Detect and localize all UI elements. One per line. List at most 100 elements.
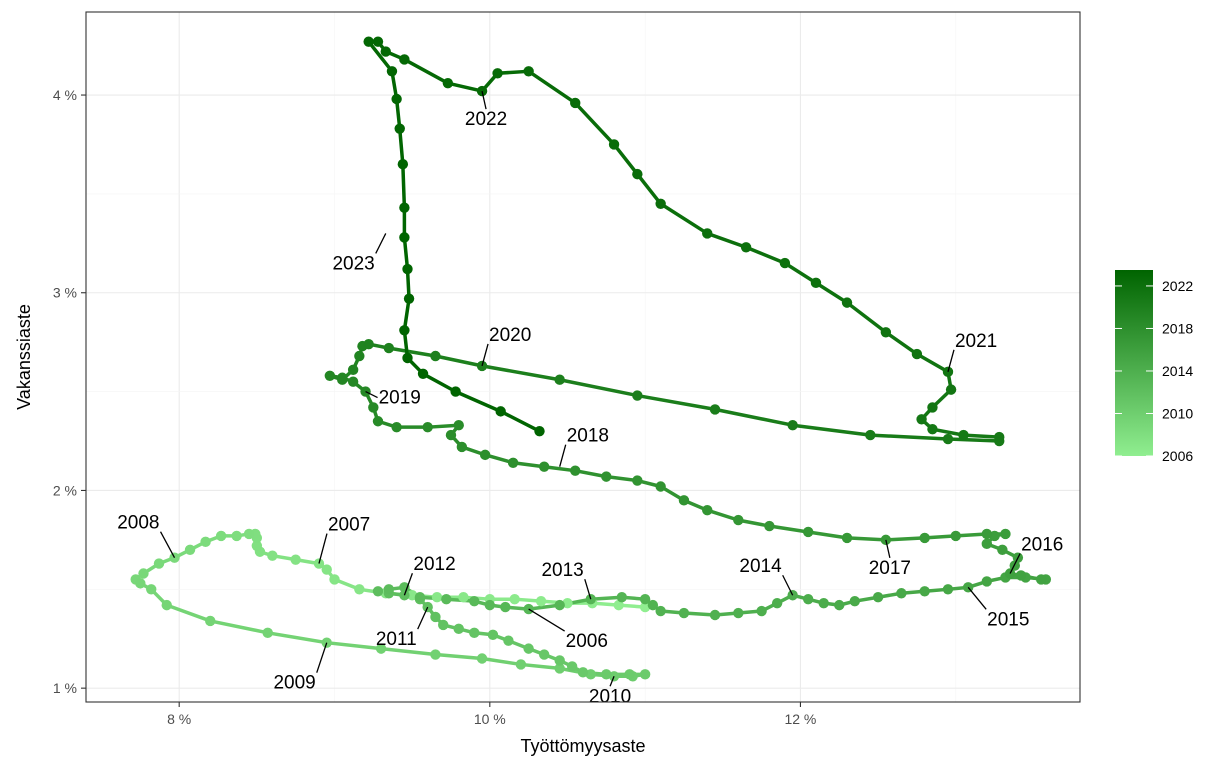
data-point bbox=[456, 441, 468, 453]
data-point bbox=[655, 198, 666, 209]
data-point bbox=[386, 66, 398, 77]
data-point bbox=[354, 584, 365, 595]
series-segment bbox=[402, 296, 411, 333]
data-point bbox=[771, 597, 783, 609]
data-point bbox=[702, 228, 713, 239]
annotation-label-2012: 2012 bbox=[413, 554, 455, 575]
data-point bbox=[394, 123, 405, 134]
annotation-leader-2015 bbox=[967, 586, 987, 610]
data-point bbox=[709, 404, 721, 415]
series-segment bbox=[790, 423, 873, 437]
data-point bbox=[399, 54, 410, 65]
data-point bbox=[138, 568, 149, 579]
data-point bbox=[329, 574, 340, 585]
data-point bbox=[535, 595, 547, 607]
data-point bbox=[733, 607, 744, 619]
data-point bbox=[538, 649, 550, 660]
data-point bbox=[880, 327, 892, 338]
annotation-label-2020: 2020 bbox=[489, 325, 531, 346]
data-point bbox=[942, 433, 954, 445]
legend-colorbar bbox=[1115, 270, 1153, 456]
legend-label: 2018 bbox=[1162, 320, 1193, 336]
data-point bbox=[624, 669, 635, 680]
x-tick-label: 10 % bbox=[474, 711, 506, 727]
data-point bbox=[417, 368, 429, 380]
annotation-leader-2018 bbox=[559, 444, 567, 467]
data-point bbox=[243, 528, 255, 540]
series-segment bbox=[511, 461, 546, 469]
data-point bbox=[585, 669, 596, 680]
data-point bbox=[911, 348, 923, 360]
annotation-leader-2011 bbox=[417, 606, 429, 630]
data-point bbox=[577, 667, 589, 678]
data-point bbox=[363, 36, 374, 47]
data-point bbox=[834, 599, 845, 611]
legend-label: 2006 bbox=[1162, 448, 1193, 464]
annotation-label-2015: 2015 bbox=[987, 609, 1029, 630]
data-point bbox=[756, 605, 767, 617]
annotation-leader-2016 bbox=[1009, 553, 1021, 574]
y-tick-label: 1 % bbox=[53, 680, 77, 696]
series-segment bbox=[421, 372, 458, 394]
annotation-leader-2021 bbox=[947, 349, 955, 372]
series-segment bbox=[658, 202, 709, 236]
data-point bbox=[523, 643, 534, 654]
data-point bbox=[380, 46, 391, 57]
data-point bbox=[200, 536, 211, 548]
data-point bbox=[570, 465, 581, 476]
data-point bbox=[787, 420, 798, 431]
annotation-leader-2007 bbox=[318, 533, 328, 564]
data-point bbox=[916, 414, 927, 425]
annotation-leader-2020 bbox=[481, 343, 489, 367]
series-segment bbox=[397, 126, 405, 166]
series-segment bbox=[401, 162, 407, 210]
data-point bbox=[479, 449, 491, 461]
annotation-leader-2023 bbox=[375, 233, 387, 254]
data-point bbox=[818, 597, 829, 609]
data-point bbox=[430, 611, 441, 623]
annotation-leader-2017 bbox=[885, 539, 891, 559]
series-segment bbox=[868, 433, 950, 441]
series-segment bbox=[612, 142, 640, 176]
data-point bbox=[215, 530, 227, 542]
data-point bbox=[601, 669, 612, 680]
series-segment bbox=[433, 652, 484, 661]
data-point bbox=[733, 514, 744, 526]
data-point bbox=[403, 293, 415, 304]
annotation-leader-2019 bbox=[365, 391, 378, 399]
y-tick-label: 2 % bbox=[53, 482, 77, 498]
data-point bbox=[445, 429, 457, 441]
data-point bbox=[450, 386, 461, 397]
series-segment bbox=[265, 631, 329, 645]
data-point bbox=[431, 592, 443, 603]
data-point bbox=[989, 530, 1000, 542]
series-segment bbox=[915, 352, 950, 374]
data-point bbox=[324, 370, 336, 381]
series-segment bbox=[713, 407, 795, 427]
series-segment bbox=[635, 393, 717, 412]
data-point bbox=[632, 168, 643, 180]
data-point bbox=[958, 429, 969, 441]
data-point bbox=[453, 623, 464, 635]
y-tick-label: 4 % bbox=[53, 87, 77, 103]
series-segment bbox=[526, 69, 577, 105]
series-segment bbox=[165, 603, 212, 623]
color-legend: 2006 2010 2014 2018 2022 bbox=[1115, 270, 1193, 464]
data-point bbox=[740, 242, 752, 253]
series-segment bbox=[767, 524, 810, 534]
data-point bbox=[507, 457, 519, 468]
data-point bbox=[945, 384, 957, 395]
series-segment bbox=[519, 662, 562, 671]
data-point bbox=[570, 97, 581, 109]
panel-border bbox=[85, 11, 1081, 703]
series-segment bbox=[884, 536, 927, 542]
annotation-label-2017: 2017 bbox=[869, 558, 911, 579]
data-point bbox=[865, 429, 876, 441]
data-point bbox=[321, 564, 332, 575]
data-point bbox=[942, 584, 954, 595]
data-point bbox=[368, 402, 379, 413]
annotation-label-2022: 2022 bbox=[465, 109, 507, 130]
data-point bbox=[438, 619, 449, 631]
annotation-leader-2013 bbox=[584, 579, 592, 600]
data-point bbox=[896, 588, 907, 599]
